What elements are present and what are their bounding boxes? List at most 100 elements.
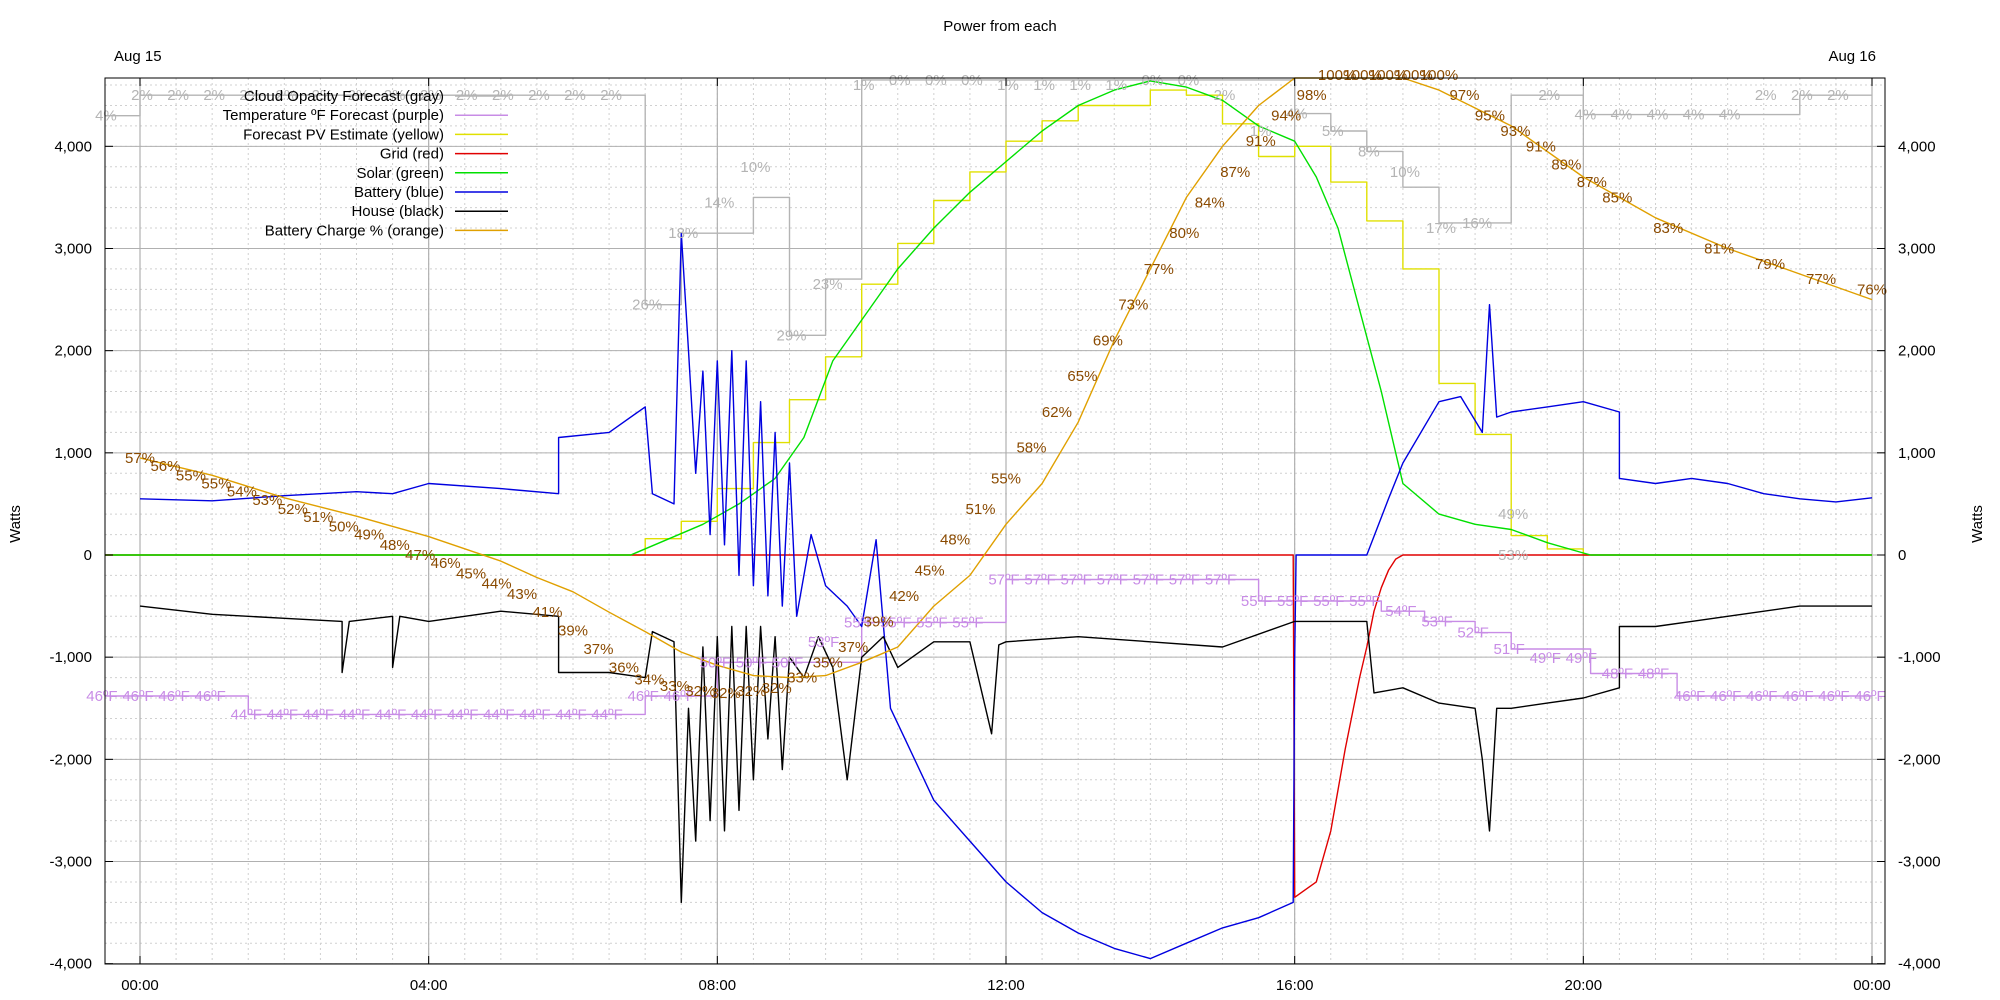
cloud-opacity-label: 2% bbox=[1827, 87, 1849, 104]
legend-entry-label: Temperature ºF Forecast (purple) bbox=[223, 107, 444, 124]
series-line-2 bbox=[105, 89, 1872, 556]
series-line-6 bbox=[139, 605, 1872, 904]
cloud-opacity-label: 0% bbox=[1141, 72, 1163, 89]
battery-charge-label: 76% bbox=[1857, 281, 1887, 298]
battery-charge-label: 34% bbox=[634, 672, 664, 689]
y-tick-label-left: 2,000 bbox=[54, 343, 92, 360]
y-tick-label-left: -1,000 bbox=[49, 649, 92, 666]
battery-charge-label: 94% bbox=[1271, 108, 1301, 125]
temperature-label: 46ºF bbox=[1818, 688, 1849, 705]
cloud-opacity-label: 49% bbox=[1498, 506, 1528, 523]
cloud-opacity-label: 2% bbox=[420, 87, 442, 104]
battery-charge-label: 93% bbox=[1500, 123, 1530, 140]
cloud-opacity-label: 2% bbox=[1791, 87, 1813, 104]
temperature-label: 46ºF bbox=[1746, 688, 1777, 705]
battery-charge-label: 51% bbox=[966, 501, 996, 518]
cloud-opacity-label: 4% bbox=[1286, 106, 1308, 123]
battery-charge-label: 100% bbox=[1318, 67, 1356, 84]
battery-charge-label: 33% bbox=[660, 678, 690, 695]
series-line-3 bbox=[105, 554, 1872, 898]
cloud-opacity-label: 2% bbox=[1755, 87, 1777, 104]
temperature-label: 44ºF bbox=[231, 706, 262, 723]
temperature-label: 44ºF bbox=[591, 706, 622, 723]
chart-title: Power from each bbox=[943, 18, 1056, 35]
temperature-label: 55ºF bbox=[1313, 593, 1344, 610]
legend-entry-label: Cloud Opacity Forecast (gray) bbox=[244, 88, 444, 105]
y-axis-label-right: Watts bbox=[1969, 505, 1986, 543]
cloud-opacity-label: 0% bbox=[1178, 72, 1200, 89]
battery-charge-label: 100% bbox=[1343, 67, 1381, 84]
battery-charge-label: 84% bbox=[1195, 195, 1225, 212]
temperature-label: 52ºF bbox=[1457, 625, 1488, 642]
legend-entry-label: Grid (red) bbox=[380, 146, 444, 163]
y-tick-label-left: -3,000 bbox=[49, 854, 92, 871]
cloud-opacity-label: 1% bbox=[1033, 77, 1055, 94]
cloud-opacity-label: 2% bbox=[384, 87, 406, 104]
battery-charge-label: 91% bbox=[1526, 138, 1556, 155]
temperature-label: 44ºF bbox=[483, 706, 514, 723]
battery-charge-label: 35% bbox=[813, 654, 843, 671]
temperature-label: 50ºF bbox=[736, 654, 767, 671]
temperature-label: 48ºF bbox=[1602, 666, 1633, 683]
temperature-label: 49ºF bbox=[1566, 650, 1597, 667]
temperature-label: 44ºF bbox=[555, 706, 586, 723]
battery-charge-label: 33% bbox=[787, 670, 817, 687]
battery-charge-label: 87% bbox=[1220, 164, 1250, 181]
cloud-opacity-label: 2% bbox=[600, 87, 622, 104]
temperature-label: 54ºF bbox=[1385, 603, 1416, 620]
battery-charge-label: 57% bbox=[125, 450, 155, 467]
x-tick-label: 16:00 bbox=[1276, 977, 1314, 994]
y-tick-label-right: 0 bbox=[1898, 547, 1906, 564]
y-tick-label-right: -3,000 bbox=[1898, 854, 1941, 871]
temperature-label: 50ºF bbox=[772, 654, 803, 671]
temperature-label: 46ºF bbox=[122, 688, 153, 705]
y-tick-label-left: 1,000 bbox=[54, 445, 92, 462]
cloud-opacity-label: 18% bbox=[668, 225, 698, 242]
temperature-label: 46ºF bbox=[86, 688, 117, 705]
temperature-label: 46ºF bbox=[195, 688, 226, 705]
temperature-label: 44ºF bbox=[411, 706, 442, 723]
cloud-opacity-label: 10% bbox=[1390, 164, 1420, 181]
series-line-5 bbox=[139, 232, 1873, 960]
cloud-opacity-label: 1% bbox=[1250, 123, 1272, 140]
cloud-opacity-label: 0% bbox=[889, 72, 911, 89]
legend: Cloud Opacity Forecast (gray) Temperature… bbox=[223, 88, 508, 239]
battery-charge-label: 69% bbox=[1093, 332, 1123, 349]
cloud-opacity-label: 4% bbox=[1611, 107, 1633, 124]
temperature-label: 55ºF bbox=[844, 614, 875, 631]
battery-charge-label: 89% bbox=[1551, 157, 1581, 174]
temperature-label: 46ºF bbox=[1710, 688, 1741, 705]
cloud-opacity-label: 4% bbox=[1574, 107, 1596, 124]
data-labels: 4% 2% 2% 2% 2% 2% 2% 2% 2% 2% 2% 2% 2% 2% 2% 26% 18% 14% 1… bbox=[86, 67, 1887, 724]
cloud-opacity-label: 2% bbox=[312, 87, 334, 104]
temperature-label: 44ºF bbox=[375, 706, 406, 723]
y-tick-label-right: -4,000 bbox=[1898, 956, 1941, 973]
battery-charge-label: 87% bbox=[1577, 174, 1607, 191]
temperature-label: 49ºF bbox=[1530, 650, 1561, 667]
temperature-label: 57ºF bbox=[988, 572, 1019, 589]
battery-charge-label: 50% bbox=[329, 518, 359, 535]
cloud-opacity-label: 1% bbox=[1069, 77, 1091, 94]
x-tick-label: 12:00 bbox=[987, 977, 1025, 994]
cloud-opacity-label: 1% bbox=[853, 77, 875, 94]
y-axis-label-left: Watts bbox=[7, 505, 24, 543]
cloud-opacity-label: 4% bbox=[95, 108, 117, 125]
cloud-opacity-label: 29% bbox=[776, 327, 806, 344]
cloud-opacity-label: 2% bbox=[564, 87, 586, 104]
battery-charge-label: 97% bbox=[1449, 87, 1479, 104]
battery-charge-label: 45% bbox=[915, 562, 945, 579]
temperature-label: 44ºF bbox=[519, 706, 550, 723]
cloud-opacity-label: 2% bbox=[275, 87, 297, 104]
battery-charge-label: 100% bbox=[1394, 67, 1432, 84]
y-tick-label-right: 4,000 bbox=[1898, 138, 1936, 155]
battery-charge-label: 41% bbox=[533, 604, 563, 621]
battery-charge-label: 49% bbox=[354, 527, 384, 544]
cloud-opacity-label: 0% bbox=[961, 72, 983, 89]
battery-charge-label: 39% bbox=[864, 613, 894, 630]
cloud-opacity-label: 4% bbox=[1683, 107, 1705, 124]
cloud-opacity-label: 1% bbox=[1105, 77, 1127, 94]
y-tick-label-right: 3,000 bbox=[1898, 240, 1936, 257]
legend-entry-label: House (black) bbox=[351, 203, 444, 220]
cloud-opacity-label: 2% bbox=[1214, 87, 1236, 104]
